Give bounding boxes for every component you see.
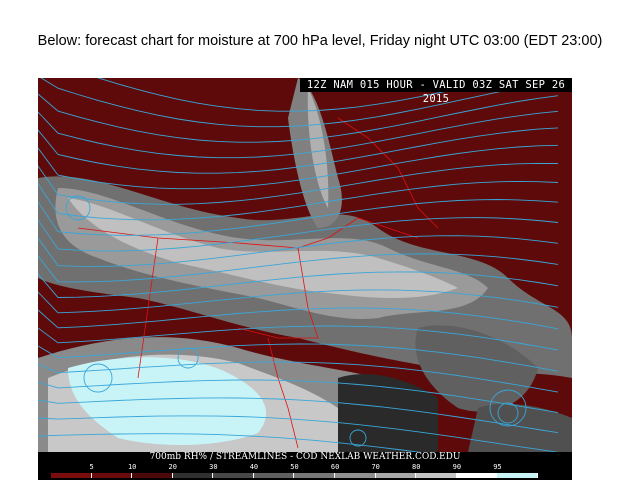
- streamline: [38, 127, 559, 174]
- streamline: [38, 289, 559, 314]
- colorbar-segment: [172, 473, 214, 478]
- colorbar-tick-label: 10: [127, 463, 137, 471]
- colorbar-tick-label: 20: [168, 463, 177, 471]
- streamline-eddy: [177, 347, 199, 369]
- colorbar-tick-label: 40: [249, 463, 259, 471]
- colorbar-segment: [456, 473, 498, 478]
- streamline: [38, 217, 559, 252]
- streamline: [40, 78, 559, 128]
- colorbar-segment: [497, 473, 538, 478]
- colorbar-segment: [335, 473, 376, 478]
- streamline-eddy: [83, 363, 113, 393]
- colorbar-tick-label: 50: [290, 463, 299, 471]
- streamline-eddy: [65, 195, 91, 221]
- colorbar-tick-label: 80: [412, 463, 421, 471]
- colorbar-tick-label: 5: [89, 463, 94, 471]
- colorbar-legend: 700mb RH% / STREAMLINES - COD NEXLAB WEA…: [38, 452, 572, 480]
- colorbar-segment: [416, 473, 457, 478]
- colorbar-segment: [51, 473, 92, 478]
- streamline: [38, 361, 559, 393]
- streamline: [38, 415, 559, 452]
- streamline: [38, 271, 559, 298]
- colorbar-segment: [213, 473, 254, 478]
- map-canvas: [38, 78, 572, 452]
- slide-title: Below: forecast chart for moisture at 70…: [37, 33, 603, 49]
- streamline: [38, 253, 559, 283]
- colorbar-segment: [253, 473, 295, 478]
- streamline: [38, 433, 421, 452]
- colorbar-tick-label: 95: [493, 463, 502, 471]
- colorbar-ticks: 5 10 20 30 40 50 60 70 80 90 95: [51, 463, 538, 473]
- colorbar-tick-label: 90: [452, 463, 462, 471]
- map-header: 12Z NAM 015 HOUR - VALID 03Z SAT SEP 26 …: [300, 78, 572, 105]
- colorbar-tick-label: 60: [330, 463, 340, 471]
- streamline: [38, 93, 559, 143]
- streamline: [38, 325, 559, 351]
- rh-streamline-map: 12Z NAM 015 HOUR - VALID 03Z SAT SEP 26 …: [38, 78, 572, 480]
- streamline-eddy: [497, 402, 519, 424]
- streamline-eddy: [349, 429, 367, 447]
- streamline: [38, 110, 559, 159]
- colorbar-segment: [294, 473, 336, 478]
- streamline: [38, 162, 559, 205]
- streamline: [38, 307, 559, 330]
- colorbar-tick-label: 30: [209, 463, 218, 471]
- streamline: [38, 343, 559, 372]
- political-borders: [77, 117, 439, 449]
- colorbar-tick-label: 70: [371, 463, 380, 471]
- streamline: [38, 397, 559, 434]
- legend-title: 700mb RH% / STREAMLINES - COD NEXLAB WEA…: [149, 452, 461, 462]
- streamline: [38, 379, 559, 414]
- colorbar-segment: [375, 473, 417, 478]
- colorbar-segment: [132, 473, 173, 478]
- streamline: [38, 235, 559, 267]
- streamline: [38, 144, 559, 190]
- streamline: [38, 199, 559, 236]
- streamline: [38, 180, 559, 221]
- colorbar: [51, 473, 538, 478]
- streamlines: [38, 78, 559, 452]
- colorbar-segment: [91, 473, 133, 478]
- streamline-eddy: [489, 389, 527, 427]
